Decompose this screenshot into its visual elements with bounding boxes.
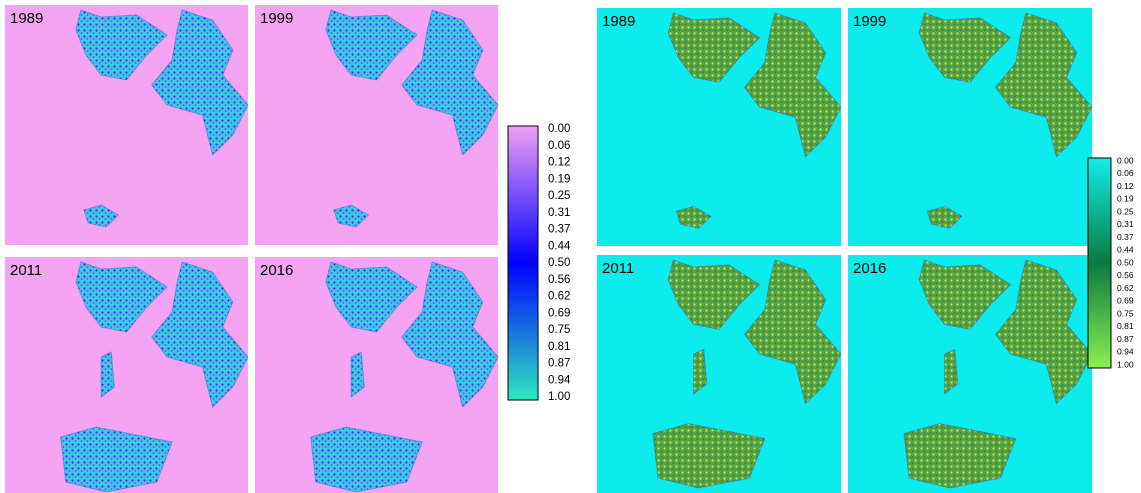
map-panel: 1989 xyxy=(5,5,248,245)
figure: 1989 1999 2011 2016 0.00 0.06 0.12 0.19 0.25 0.31… xyxy=(0,0,1141,493)
colorbar-tick-label: 0.50 xyxy=(548,257,570,269)
colorbar-tick-label: 0.56 xyxy=(1117,270,1134,280)
colorbar-tick-label: 0.19 xyxy=(548,173,570,185)
panel-year: 2016 xyxy=(260,262,293,279)
colorbar-tick-label: 0.56 xyxy=(548,274,570,286)
panel-year: 2011 xyxy=(10,262,42,279)
colorbar xyxy=(1088,158,1111,368)
colorbar-tick-label: 0.25 xyxy=(548,190,570,202)
colorbar xyxy=(508,126,538,400)
colorbar-tick-label: 0.94 xyxy=(1117,347,1134,357)
map-panel: 2011 xyxy=(597,255,841,493)
colorbar-tick-label: 0.62 xyxy=(548,291,570,303)
panel-year: 1999 xyxy=(260,10,293,27)
colorbar-tick-label: 0.94 xyxy=(548,374,571,386)
colorbar-tick-label: 0.37 xyxy=(548,224,570,236)
map-panel: 1999 xyxy=(848,8,1092,246)
colorbar-tick-label: 0.06 xyxy=(1117,168,1134,178)
colorbar-tick-label: 1.00 xyxy=(1117,359,1134,369)
colorbar-tick-label: 0.37 xyxy=(1117,232,1134,242)
panel-year: 1999 xyxy=(853,13,886,30)
colorbar-tick-label: 0.69 xyxy=(548,307,570,319)
colorbar-tick-label: 0.31 xyxy=(548,207,570,219)
colorbar-tick-label: 0.00 xyxy=(548,123,570,135)
colorbar-tick-label: 1.00 xyxy=(548,391,570,403)
colorbar-tick-label: 0.44 xyxy=(548,240,571,252)
colorbar-tick-label: 0.19 xyxy=(1117,194,1134,204)
colorbar-tick-label: 0.31 xyxy=(1117,219,1134,229)
map-panel: 2011 xyxy=(5,257,248,493)
map-panel: 1989 xyxy=(597,8,841,246)
map-panel: 2016 xyxy=(255,257,498,493)
panel-year: 1989 xyxy=(602,13,635,30)
colorbar-tick-label: 0.00 xyxy=(1117,155,1134,165)
colorbar-tick-label: 0.12 xyxy=(1117,181,1134,191)
colorbar-tick-label: 0.75 xyxy=(1117,308,1134,318)
colorbar-tick-label: 0.75 xyxy=(548,324,570,336)
panel-year: 2011 xyxy=(602,260,634,277)
colorbar-tick-label: 0.81 xyxy=(548,341,570,353)
map-panel: 1999 xyxy=(255,5,498,245)
colorbar-tick-label: 0.44 xyxy=(1117,245,1134,255)
colorbar-tick-label: 0.06 xyxy=(548,140,570,152)
panel-year: 2016 xyxy=(853,260,886,277)
map-panel: 2016 xyxy=(848,255,1092,493)
colorbar-tick-label: 0.87 xyxy=(548,358,570,370)
colorbar-tick-label: 0.12 xyxy=(548,157,570,169)
colorbar-tick-label: 0.69 xyxy=(1117,296,1134,306)
colorbar-tick-label: 0.50 xyxy=(1117,257,1134,267)
colorbar-tick-label: 0.62 xyxy=(1117,283,1134,293)
colorbar-tick-label: 0.87 xyxy=(1117,334,1134,344)
colorbar-tick-label: 0.25 xyxy=(1117,206,1134,216)
colorbar-tick-label: 0.81 xyxy=(1117,321,1134,331)
panel-year: 1989 xyxy=(10,10,43,27)
